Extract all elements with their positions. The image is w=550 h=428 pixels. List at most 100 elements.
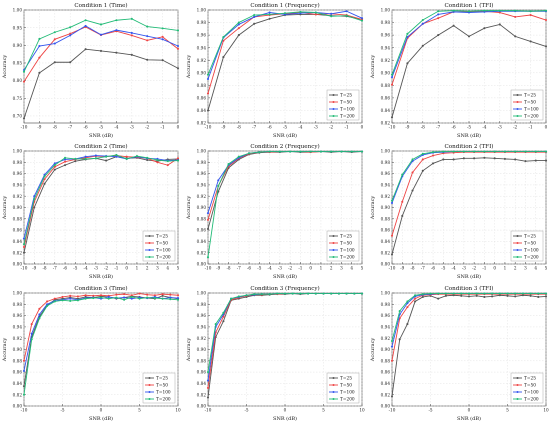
- data-point: [544, 292, 548, 295]
- data-point: [176, 47, 180, 50]
- x-tick-label: -3: [462, 266, 466, 271]
- y-tick-label: 0.96: [197, 171, 207, 176]
- x-tick-label: 3: [340, 266, 343, 271]
- data-point: [130, 17, 133, 20]
- y-tick-label: 0.84: [381, 108, 391, 113]
- y-tick-label: 0.92: [13, 194, 23, 199]
- data-point: [176, 159, 180, 162]
- data-point: [46, 303, 49, 306]
- data-point: [222, 311, 225, 314]
- data-point: [544, 18, 548, 22]
- legend-label: T=50: [524, 384, 536, 389]
- data-point: [161, 297, 164, 300]
- y-tick-label: 0.96: [13, 313, 23, 318]
- chart-title: Condition 3 (Frequency): [250, 285, 319, 292]
- data-point: [483, 27, 486, 30]
- x-tick-label: 5: [322, 408, 325, 413]
- x-tick-label: -4: [452, 266, 456, 271]
- chart-title: Condition 2 (Time): [74, 143, 127, 150]
- data-point: [130, 34, 133, 37]
- data-point: [462, 157, 465, 160]
- x-tick-label: -8: [226, 266, 230, 271]
- data-point: [22, 251, 26, 254]
- data-point: [529, 10, 532, 13]
- legend-label: T=25: [524, 94, 536, 99]
- data-point: [22, 393, 26, 396]
- data-point: [53, 61, 56, 64]
- data-point: [360, 150, 364, 153]
- data-point: [206, 256, 210, 259]
- data-point: [498, 292, 501, 295]
- y-tick-label: 0.88: [197, 358, 207, 363]
- legend-label: T=100: [524, 108, 539, 113]
- x-tick-label: -2: [513, 125, 517, 130]
- chart-panel: 0.82 0.84 0.86 0.88 0.90 0.92 0.94 0.96 0.98 1.00…: [368, 0, 550, 141]
- y-tick-label: 0.84: [13, 381, 23, 386]
- y-tick-label: 0.85: [13, 61, 23, 66]
- x-tick-label: 0: [468, 408, 471, 413]
- data-point: [340, 150, 343, 153]
- x-tick-label: -3: [498, 125, 502, 130]
- data-point: [69, 294, 72, 297]
- y-tick-label: 0.92: [381, 58, 391, 63]
- x-axis-label: SNR (dB): [89, 132, 113, 139]
- data-point: [69, 61, 72, 64]
- x-tick-label: -9: [216, 266, 220, 271]
- data-point: [99, 296, 103, 299]
- y-tick-label: 0.98: [197, 20, 207, 25]
- y-tick-label: 0.84: [381, 239, 391, 244]
- chart-panel: 0.80 0.82 0.84 0.86 0.88 0.90 0.92 0.94 0.96 0.98…: [368, 141, 550, 282]
- data-point: [107, 295, 110, 299]
- legend-marker: [516, 390, 519, 394]
- x-axis-label: SNR (dB): [273, 273, 297, 280]
- legend-marker: [516, 114, 519, 118]
- data-point: [222, 56, 225, 59]
- legend-marker: [332, 93, 335, 97]
- data-point: [291, 292, 294, 295]
- x-tick-label: -5: [283, 125, 287, 130]
- data-point: [130, 295, 133, 299]
- x-tick-label: 10: [543, 408, 549, 413]
- data-point: [314, 13, 317, 16]
- data-point: [421, 44, 424, 47]
- x-tick-label: -3: [278, 266, 282, 271]
- x-tick-label: -9: [221, 125, 225, 130]
- x-tick-label: -4: [482, 125, 486, 130]
- data-point: [521, 292, 524, 295]
- data-point: [176, 297, 180, 300]
- y-tick-label: 1.00: [13, 8, 23, 13]
- data-point: [217, 179, 220, 182]
- legend-marker: [516, 376, 519, 380]
- data-point: [161, 38, 164, 41]
- x-tick-label: 5: [177, 266, 180, 271]
- data-point: [473, 157, 476, 160]
- data-point: [115, 29, 118, 32]
- x-tick-label: 0: [177, 125, 180, 130]
- data-point: [33, 195, 36, 198]
- data-point: [289, 150, 292, 153]
- data-point: [69, 32, 72, 35]
- data-point: [390, 345, 394, 348]
- data-point: [483, 150, 486, 153]
- data-point: [401, 214, 404, 218]
- data-point: [146, 35, 149, 38]
- data-point: [138, 297, 141, 300]
- data-point: [258, 151, 261, 154]
- x-tick-label: -10: [389, 125, 396, 130]
- y-tick-label: 0.98: [381, 160, 391, 165]
- data-point: [390, 116, 394, 119]
- y-tick-label: 0.92: [381, 336, 391, 341]
- chart-svg: 0.80 0.82 0.84 0.86 0.88 0.90 0.92 0.94 0.96 0.98…: [186, 285, 365, 422]
- y-tick-label: 0.96: [381, 33, 391, 38]
- data-point: [452, 292, 455, 295]
- legend-label: T=100: [156, 249, 171, 254]
- legend-marker: [332, 255, 335, 259]
- data-point: [84, 157, 87, 160]
- x-tick-label: -10: [21, 125, 28, 130]
- y-tick-label: 0.88: [13, 358, 23, 363]
- legend-label: T=100: [524, 391, 539, 396]
- data-point: [169, 298, 172, 301]
- data-point: [206, 371, 210, 374]
- chart-svg: 0.700.750.800.850.900.951.00-10 -9 -8 -7 -6-…: [2, 2, 180, 139]
